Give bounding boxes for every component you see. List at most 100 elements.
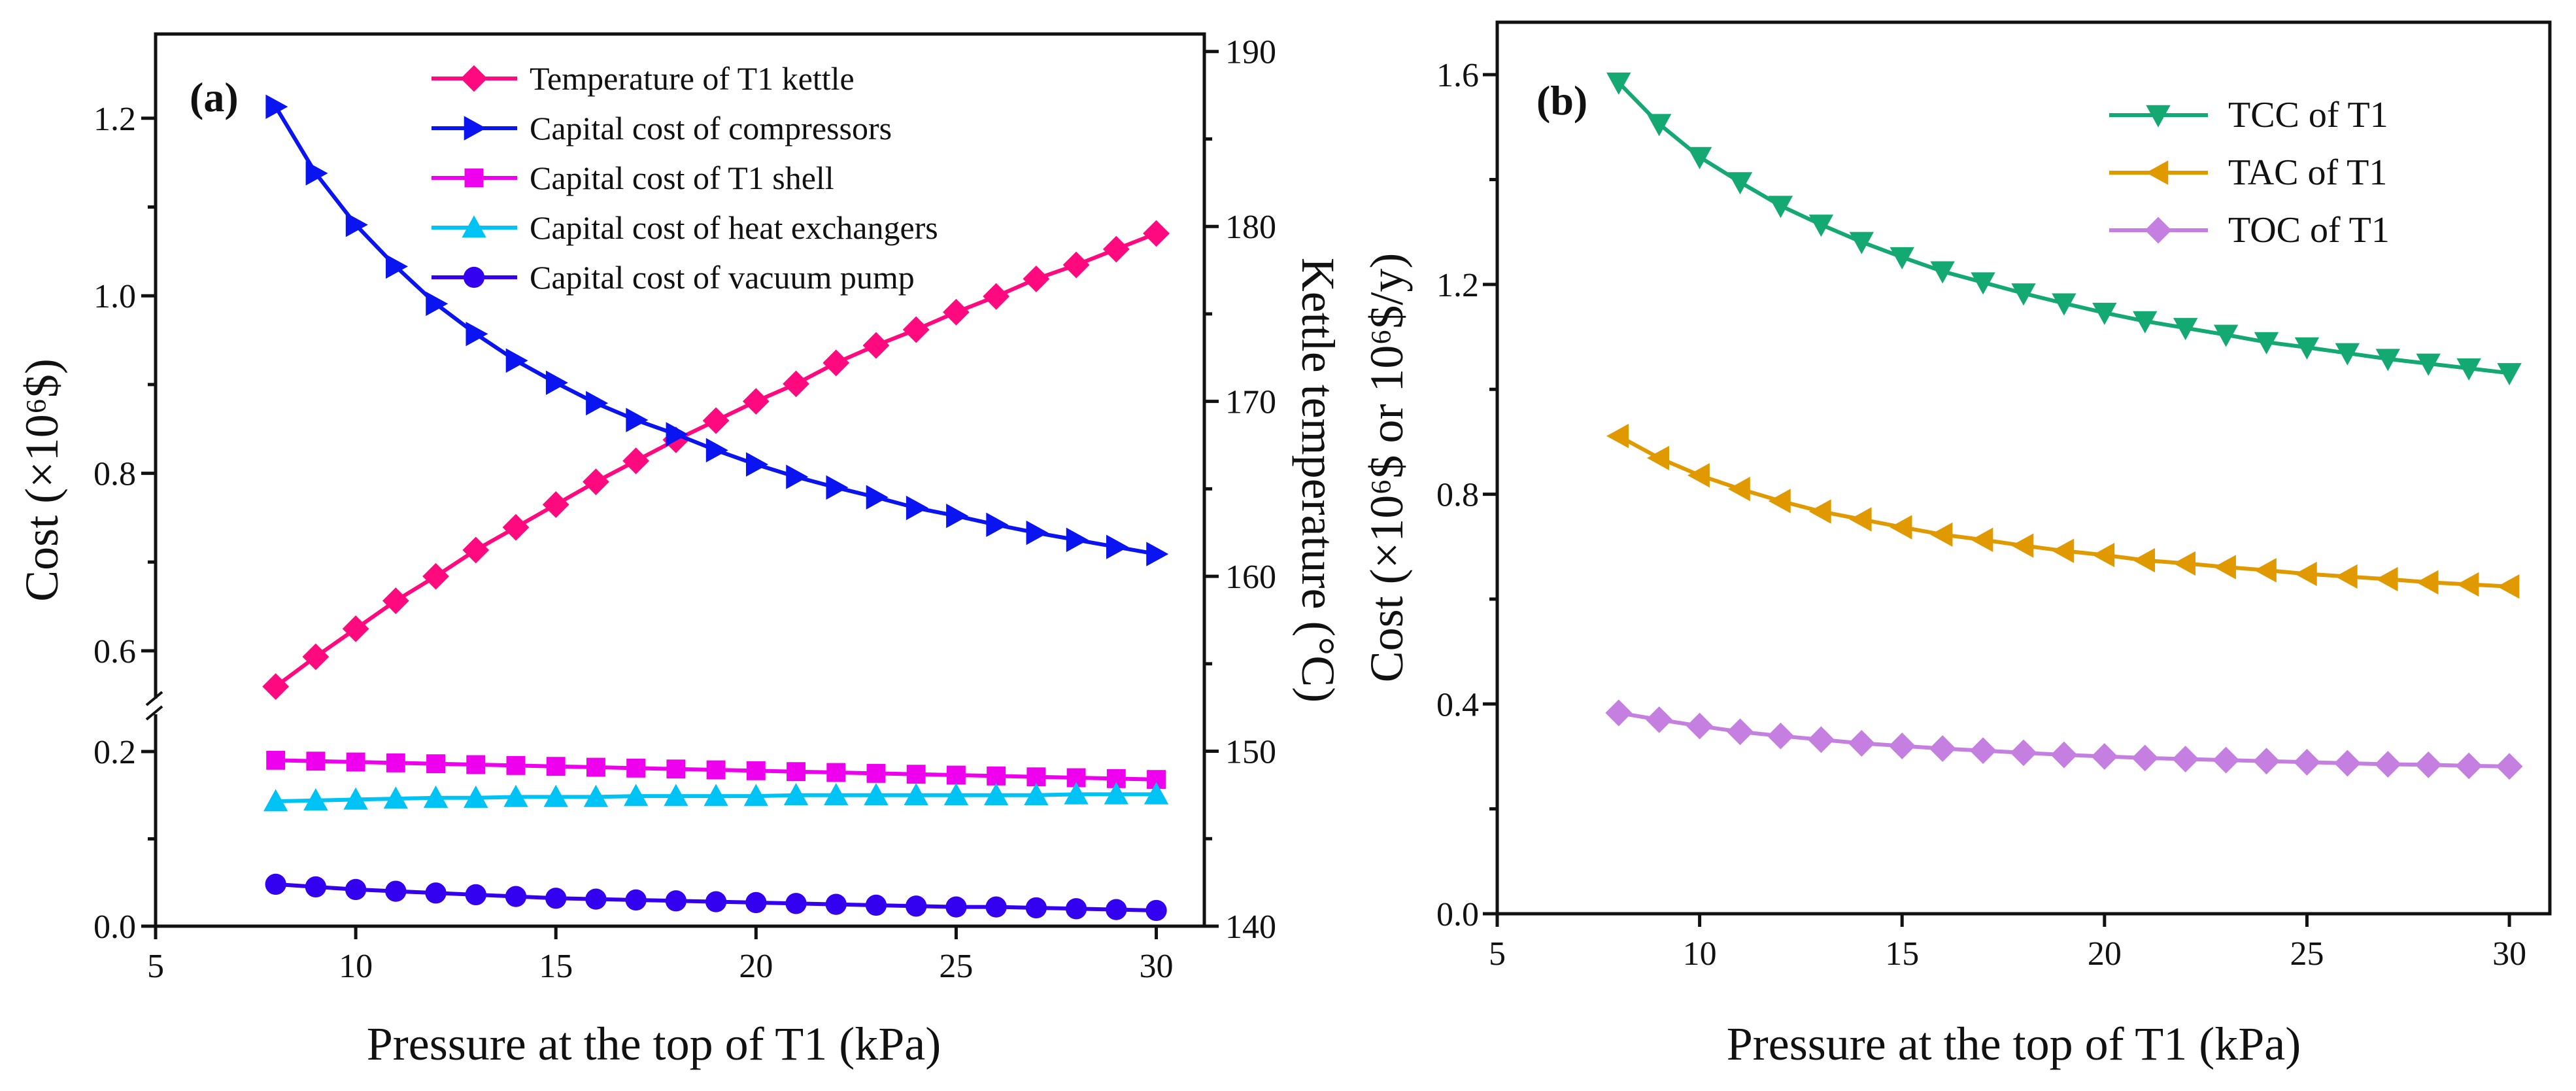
data-point [466, 321, 488, 347]
data-point [2335, 564, 2358, 589]
data-point [983, 783, 1009, 806]
panel-b-x-axis-title: Pressure at the top of T1 (kPa) [1727, 1018, 2301, 1070]
data-point [1104, 782, 1129, 805]
data-point [1807, 726, 1835, 753]
data-point [746, 452, 769, 477]
data-point [1888, 733, 1916, 759]
data-point [1727, 476, 1750, 502]
data-point [786, 464, 809, 489]
data-point [623, 784, 649, 806]
data-point [423, 786, 449, 808]
data-point [625, 889, 647, 911]
panel-a-label: (a) [190, 74, 239, 120]
x-tick-label: 30 [2492, 935, 2526, 973]
y-tick-label: 1.2 [93, 101, 136, 138]
data-point [2416, 353, 2441, 376]
data-point [2052, 293, 2076, 316]
axis-break-mark [145, 691, 163, 706]
data-point [1646, 706, 1673, 733]
data-point [2455, 752, 2483, 780]
data-point [2294, 561, 2317, 587]
data-point [306, 752, 326, 771]
data-point [545, 888, 567, 909]
data-point [1848, 730, 1875, 757]
panel-a-y-axis-title: Cost (×10⁶$) [16, 358, 68, 602]
data-point [586, 390, 609, 416]
legend-item: Capital cost of heat exchangers [432, 209, 938, 246]
data-point [1026, 520, 1049, 546]
data-point [1971, 272, 1995, 295]
data-point [746, 761, 766, 780]
data-point [1808, 215, 1834, 237]
data-point [345, 878, 367, 901]
data-point [902, 316, 930, 343]
data-point [703, 784, 728, 806]
panel-b-y-axis-title: Cost (×10⁶$ or 10⁶$/y) [1361, 253, 1413, 683]
x-tick-label: 25 [2290, 935, 2324, 973]
data-point [263, 789, 288, 812]
data-point [2333, 750, 2361, 777]
data-point [705, 438, 728, 463]
data-point [2254, 332, 2279, 355]
data-point [383, 786, 409, 809]
data-point [422, 563, 449, 590]
series-line [274, 232, 1157, 689]
data-point [1727, 172, 1753, 195]
right-y-tick-label: 180 [1225, 209, 1276, 246]
data-point [866, 763, 886, 783]
y-tick-label: 1.0 [93, 278, 136, 315]
y-tick-label: 0.2 [93, 734, 136, 771]
data-point [265, 94, 288, 119]
data-point [1767, 722, 1794, 750]
x-tick-label: 25 [939, 948, 973, 985]
data-point [426, 291, 449, 317]
data-point [787, 762, 805, 782]
data-point [2496, 753, 2523, 780]
data-point [1106, 534, 1129, 559]
data-point [1143, 220, 1170, 247]
data-point [1646, 114, 1672, 137]
legend-label: Capital cost of vacuum pump [530, 259, 915, 296]
data-point [1606, 72, 1631, 95]
data-point [546, 757, 566, 776]
legend-marker [463, 266, 485, 288]
data-point [1646, 445, 1669, 470]
data-point [303, 788, 328, 811]
data-point [503, 784, 528, 807]
data-point [265, 873, 286, 895]
data-point [1144, 782, 1169, 805]
data-point [1102, 235, 1130, 263]
data-point [783, 370, 809, 398]
legend-label: Capital cost of heat exchangers [530, 209, 938, 246]
data-point [466, 755, 486, 774]
x-tick-label: 30 [1140, 948, 1174, 985]
legend-marker [460, 65, 488, 92]
right-y-tick-label: 190 [1225, 34, 1276, 71]
data-point [943, 298, 970, 326]
legend-item: Capital cost of compressors [432, 110, 892, 147]
y-tick-label: 1.6 [1436, 57, 1479, 94]
data-point [2375, 566, 2398, 592]
data-point [706, 760, 726, 780]
data-point [1024, 783, 1049, 806]
data-point [862, 332, 890, 359]
data-point [506, 755, 526, 775]
data-point [705, 891, 727, 912]
legend-marker [2146, 160, 2169, 185]
legend-item: TOC of T1 [2109, 210, 2390, 251]
legend-label: TCC of T1 [2228, 95, 2388, 135]
data-point [305, 161, 328, 186]
data-point [906, 895, 927, 917]
right-y-tick-label: 150 [1225, 734, 1276, 771]
data-point [1727, 718, 1754, 746]
data-point [666, 422, 688, 447]
data-point [2092, 302, 2117, 325]
y-tick-label: 0.4 [1436, 686, 1479, 723]
data-point [262, 673, 290, 700]
data-point [2456, 358, 2481, 381]
data-point [2294, 748, 2320, 776]
y-tick-label: 1.2 [1436, 267, 1479, 304]
data-point [2253, 748, 2280, 775]
data-point [626, 758, 646, 778]
